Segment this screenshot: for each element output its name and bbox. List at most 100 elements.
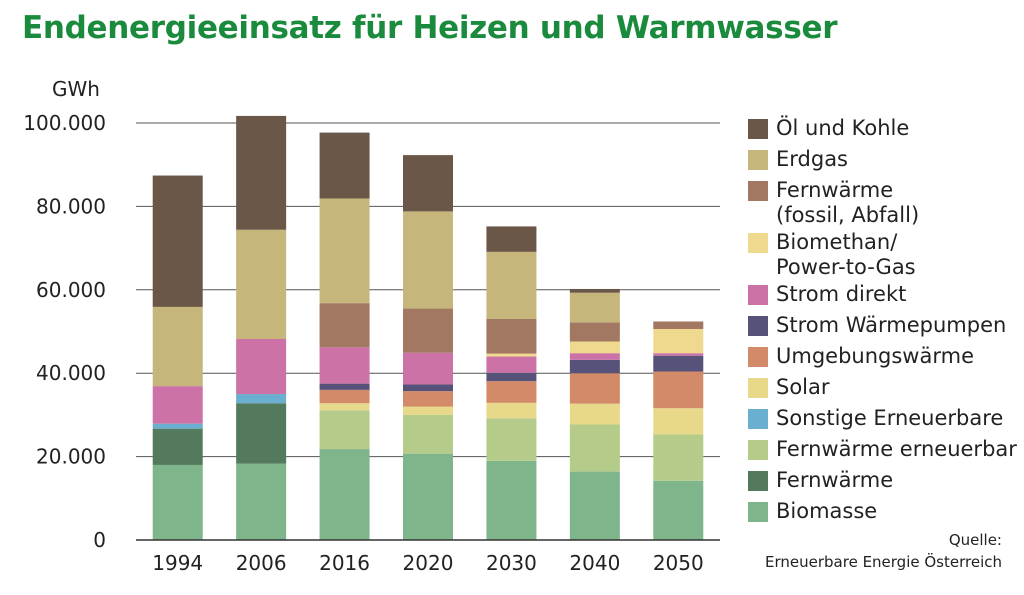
bar-segment [236, 463, 287, 540]
bar-segment [653, 328, 704, 354]
y-tick-label: 20.000 [36, 445, 106, 469]
bar-segment [152, 428, 203, 465]
legend-swatch [748, 440, 768, 460]
legend-label: Erdgas [776, 147, 849, 171]
bar-segment [486, 418, 537, 461]
bar-segment [653, 480, 704, 540]
legend-label: Fernwärme [776, 468, 894, 492]
bar-segment [319, 347, 370, 384]
legend-label: Biomasse [776, 499, 878, 523]
legend-label: Öl und Kohle [776, 116, 910, 140]
bar-segment [403, 211, 453, 309]
bar-segment [486, 356, 537, 373]
bar-segment [403, 308, 453, 353]
legend-label: Solar [776, 375, 830, 399]
bar-segment [403, 384, 453, 392]
bar-segment [653, 355, 704, 372]
bar-segment [236, 403, 287, 464]
legend-label: Sonstige Erneuerbare [776, 406, 1004, 430]
legend-label: Biomethan/ Power-to-Gas [776, 230, 916, 279]
bar-segment [653, 434, 704, 481]
legend-swatch [748, 285, 768, 305]
legend-swatch [748, 181, 768, 201]
legend-label: Umgebungswärme [776, 344, 974, 368]
y-tick-label: 0 [93, 528, 106, 552]
bar-segment [319, 132, 370, 199]
bar-segment [319, 389, 370, 404]
x-tick-label: 1994 [152, 551, 203, 575]
x-tick-label: 2050 [653, 551, 704, 575]
legend-label: Fernwärme (fossil, Abfall) [776, 178, 920, 227]
bar-segment [569, 359, 620, 374]
bar-segment [486, 353, 537, 357]
bar-segment [319, 303, 370, 348]
y-tick-label: 80.000 [36, 194, 106, 218]
source-name: Erneuerbare Energie Österreich [765, 553, 1002, 571]
bar-segment [569, 471, 620, 540]
bar-segment [569, 288, 620, 293]
bar-segment [319, 410, 370, 450]
bar-segment [403, 391, 453, 407]
bar-segment [486, 372, 537, 382]
bar-segment [569, 341, 620, 354]
legend-swatch [748, 150, 768, 170]
bar-segment [403, 352, 453, 385]
bar-segment [569, 403, 620, 425]
x-tick-label: 2030 [486, 551, 537, 575]
bar-segment [403, 406, 453, 415]
legend-label: Fernwärme erneuerbar [776, 437, 1017, 461]
legend-swatch [748, 471, 768, 491]
legend-swatch [748, 233, 768, 253]
bar-segment [403, 414, 453, 454]
bar-segment [486, 226, 537, 252]
legend-swatch [748, 502, 768, 522]
bar-segment [403, 453, 453, 540]
bar-segment [486, 251, 537, 319]
y-axis-unit: GWh [52, 77, 100, 101]
y-tick-label: 40.000 [36, 361, 106, 385]
bar-segment [236, 229, 287, 340]
bar-segment [152, 464, 203, 540]
bar-segment [319, 198, 370, 304]
x-tick-label: 2006 [236, 551, 287, 575]
bar-segment [236, 394, 287, 404]
y-tick-label: 100.000 [23, 111, 106, 135]
bar-segment [152, 423, 203, 429]
legend-swatch [748, 347, 768, 367]
legend-label: Strom direkt [776, 282, 907, 306]
bar-segment [319, 403, 370, 411]
bar-segment [152, 175, 203, 307]
legend-label: Strom Wärmepumpen [776, 313, 1007, 337]
source-note: Quelle: Erneuerbare Energie Österreich [765, 529, 1002, 573]
bar-segment [403, 155, 453, 212]
bar-segment [569, 292, 620, 323]
bar-segment [653, 353, 704, 356]
bar-segment [486, 460, 537, 540]
chart-title: Endenergieeinsatz für Heizen und Warmwas… [22, 10, 838, 46]
bar-segment [653, 408, 704, 435]
bar-segment [569, 353, 620, 360]
legend-swatch [748, 378, 768, 398]
bar-segment [486, 318, 537, 354]
bar-segment [236, 115, 287, 230]
x-tick-label: 2020 [403, 551, 454, 575]
legend-swatch [748, 316, 768, 336]
bar-segment [236, 339, 287, 395]
bar-segment [319, 449, 370, 540]
bar-segment [569, 373, 620, 404]
bar-segment [569, 424, 620, 472]
bar-segment [653, 371, 704, 409]
bar-segment [152, 306, 203, 387]
bar-segment [653, 321, 704, 329]
bar-segment [486, 381, 537, 403]
legend-swatch [748, 409, 768, 429]
x-tick-label: 2016 [319, 551, 370, 575]
legend-swatch [748, 119, 768, 139]
source-label: Quelle: [948, 531, 1002, 549]
bar-segment [486, 402, 537, 419]
bar-segment [569, 322, 620, 342]
bar-segment [319, 383, 370, 390]
y-tick-label: 60.000 [36, 278, 106, 302]
x-tick-label: 2040 [569, 551, 620, 575]
